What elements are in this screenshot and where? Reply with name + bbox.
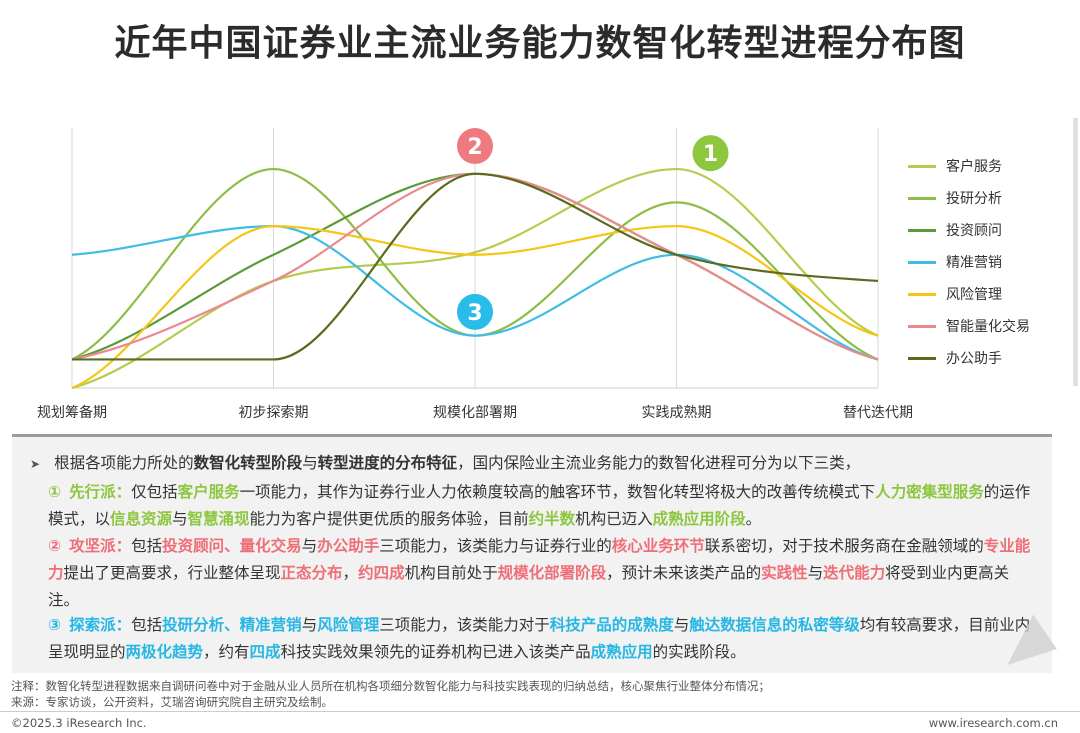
scrollbar-track[interactable] bbox=[1073, 118, 1078, 386]
category-explorer: ③ 探索派：包括投研分析、精准营销与风险管理三项能力，该类能力对于科技产品的成熟度… bbox=[48, 616, 1031, 661]
annotation-badge-2: 2 bbox=[457, 128, 493, 164]
annotation-badge-1: 1 bbox=[692, 135, 729, 172]
footer-divider bbox=[0, 711, 1080, 712]
category-name: 探索派： bbox=[69, 616, 132, 634]
x-tick-label: 实践成熟期 bbox=[642, 405, 712, 421]
category-name: 攻坚派： bbox=[69, 537, 132, 555]
legend-item-4: 精准营销 bbox=[908, 246, 1058, 278]
x-tick-label: 替代迭代期 bbox=[843, 405, 913, 421]
legend-label: 投研分析 bbox=[946, 191, 1002, 207]
website-link[interactable]: www.iresearch.com.cn bbox=[928, 716, 1058, 730]
legend-swatch bbox=[908, 292, 936, 296]
x-tick-label: 规划筹备期 bbox=[37, 404, 107, 421]
legend-item-1: 客户服务 bbox=[908, 150, 1058, 182]
copyright: ©2025.3 iResearch Inc. bbox=[11, 716, 147, 730]
circled-number-3-icon: ③ bbox=[48, 616, 62, 634]
summary-intro: ➤ 根据各项能力所处的数智化转型阶段与转型进度的分布特征，国内保险业主流业务能力的… bbox=[30, 454, 861, 472]
legend-label: 智能量化交易 bbox=[946, 319, 1030, 335]
chart-area: 规划筹备期 初步探索期 规模化部署期 实践成熟期 替代迭代期 1 2 3 bbox=[0, 104, 1080, 434]
triangle-bullet-icon: ➤ bbox=[30, 457, 41, 471]
svg-text:1: 1 bbox=[703, 142, 718, 167]
legend-label: 投资顾问 bbox=[946, 223, 1002, 239]
category-pioneer: ① 先行派：仅包括客户服务一项能力，其作为证券行业人力依赖度较高的触客环节，数智化… bbox=[48, 483, 1031, 528]
circled-number-1-icon: ① bbox=[48, 483, 62, 501]
category-tackle: ② 攻坚派：包括投资顾问、量化交易与办公助手三项能力，该类能力与证券行业的核心业务… bbox=[48, 537, 1031, 609]
circled-number-2-icon: ② bbox=[48, 537, 62, 555]
summary-panel: ➤ 根据各项能力所处的数智化转型阶段与转型进度的分布特征，国内保险业主流业务能力的… bbox=[12, 434, 1052, 673]
legend-item-5: 风险管理 bbox=[908, 278, 1058, 310]
annotation-badge-3: 3 bbox=[457, 293, 493, 330]
line-chart: 规划筹备期 初步探索期 规模化部署期 实践成熟期 替代迭代期 1 2 3 bbox=[37, 128, 913, 421]
legend-item-2: 投研分析 bbox=[908, 182, 1058, 214]
page-title: 近年中国证券业主流业务能力数智化转型进程分布图 bbox=[114, 23, 966, 64]
series-line-1 bbox=[71, 167, 879, 390]
series-line-7 bbox=[72, 172, 879, 361]
legend-swatch bbox=[908, 260, 936, 264]
legend-label: 客户服务 bbox=[946, 159, 1002, 175]
x-tick-label: 初步探索期 bbox=[239, 404, 309, 421]
svg-text:3: 3 bbox=[467, 301, 482, 326]
chart-source: 来源：专家访谈，公开资料，艾瑞咨询研究院自主研究及绘制。 bbox=[11, 695, 333, 709]
legend-item-6: 智能量化交易 bbox=[908, 310, 1058, 342]
category-name: 先行派： bbox=[69, 483, 132, 501]
series-line-5 bbox=[71, 225, 879, 390]
series-line-4 bbox=[71, 225, 879, 361]
legend-item-3: 投资顾问 bbox=[908, 214, 1058, 246]
legend-swatch bbox=[908, 196, 936, 200]
legend-swatch bbox=[908, 324, 936, 328]
legend-swatch bbox=[908, 356, 936, 360]
legend-swatch bbox=[908, 164, 936, 168]
legend-label: 风险管理 bbox=[946, 287, 1002, 303]
legend-label: 精准营销 bbox=[946, 255, 1002, 271]
legend-label: 办公助手 bbox=[946, 351, 1002, 367]
svg-text:2: 2 bbox=[467, 135, 482, 160]
x-tick-label: 规模化部署期 bbox=[433, 405, 517, 421]
chart-note: 注释：数智化转型进程数据来自调研问卷中对于金融从业人员所在机构各项细分数智化能力… bbox=[11, 679, 770, 693]
legend-swatch bbox=[908, 228, 936, 232]
legend-item-7: 办公助手 bbox=[908, 342, 1058, 374]
chart-legend: 客户服务投研分析投资顾问精准营销风险管理智能量化交易 办公助手 bbox=[908, 150, 1058, 374]
